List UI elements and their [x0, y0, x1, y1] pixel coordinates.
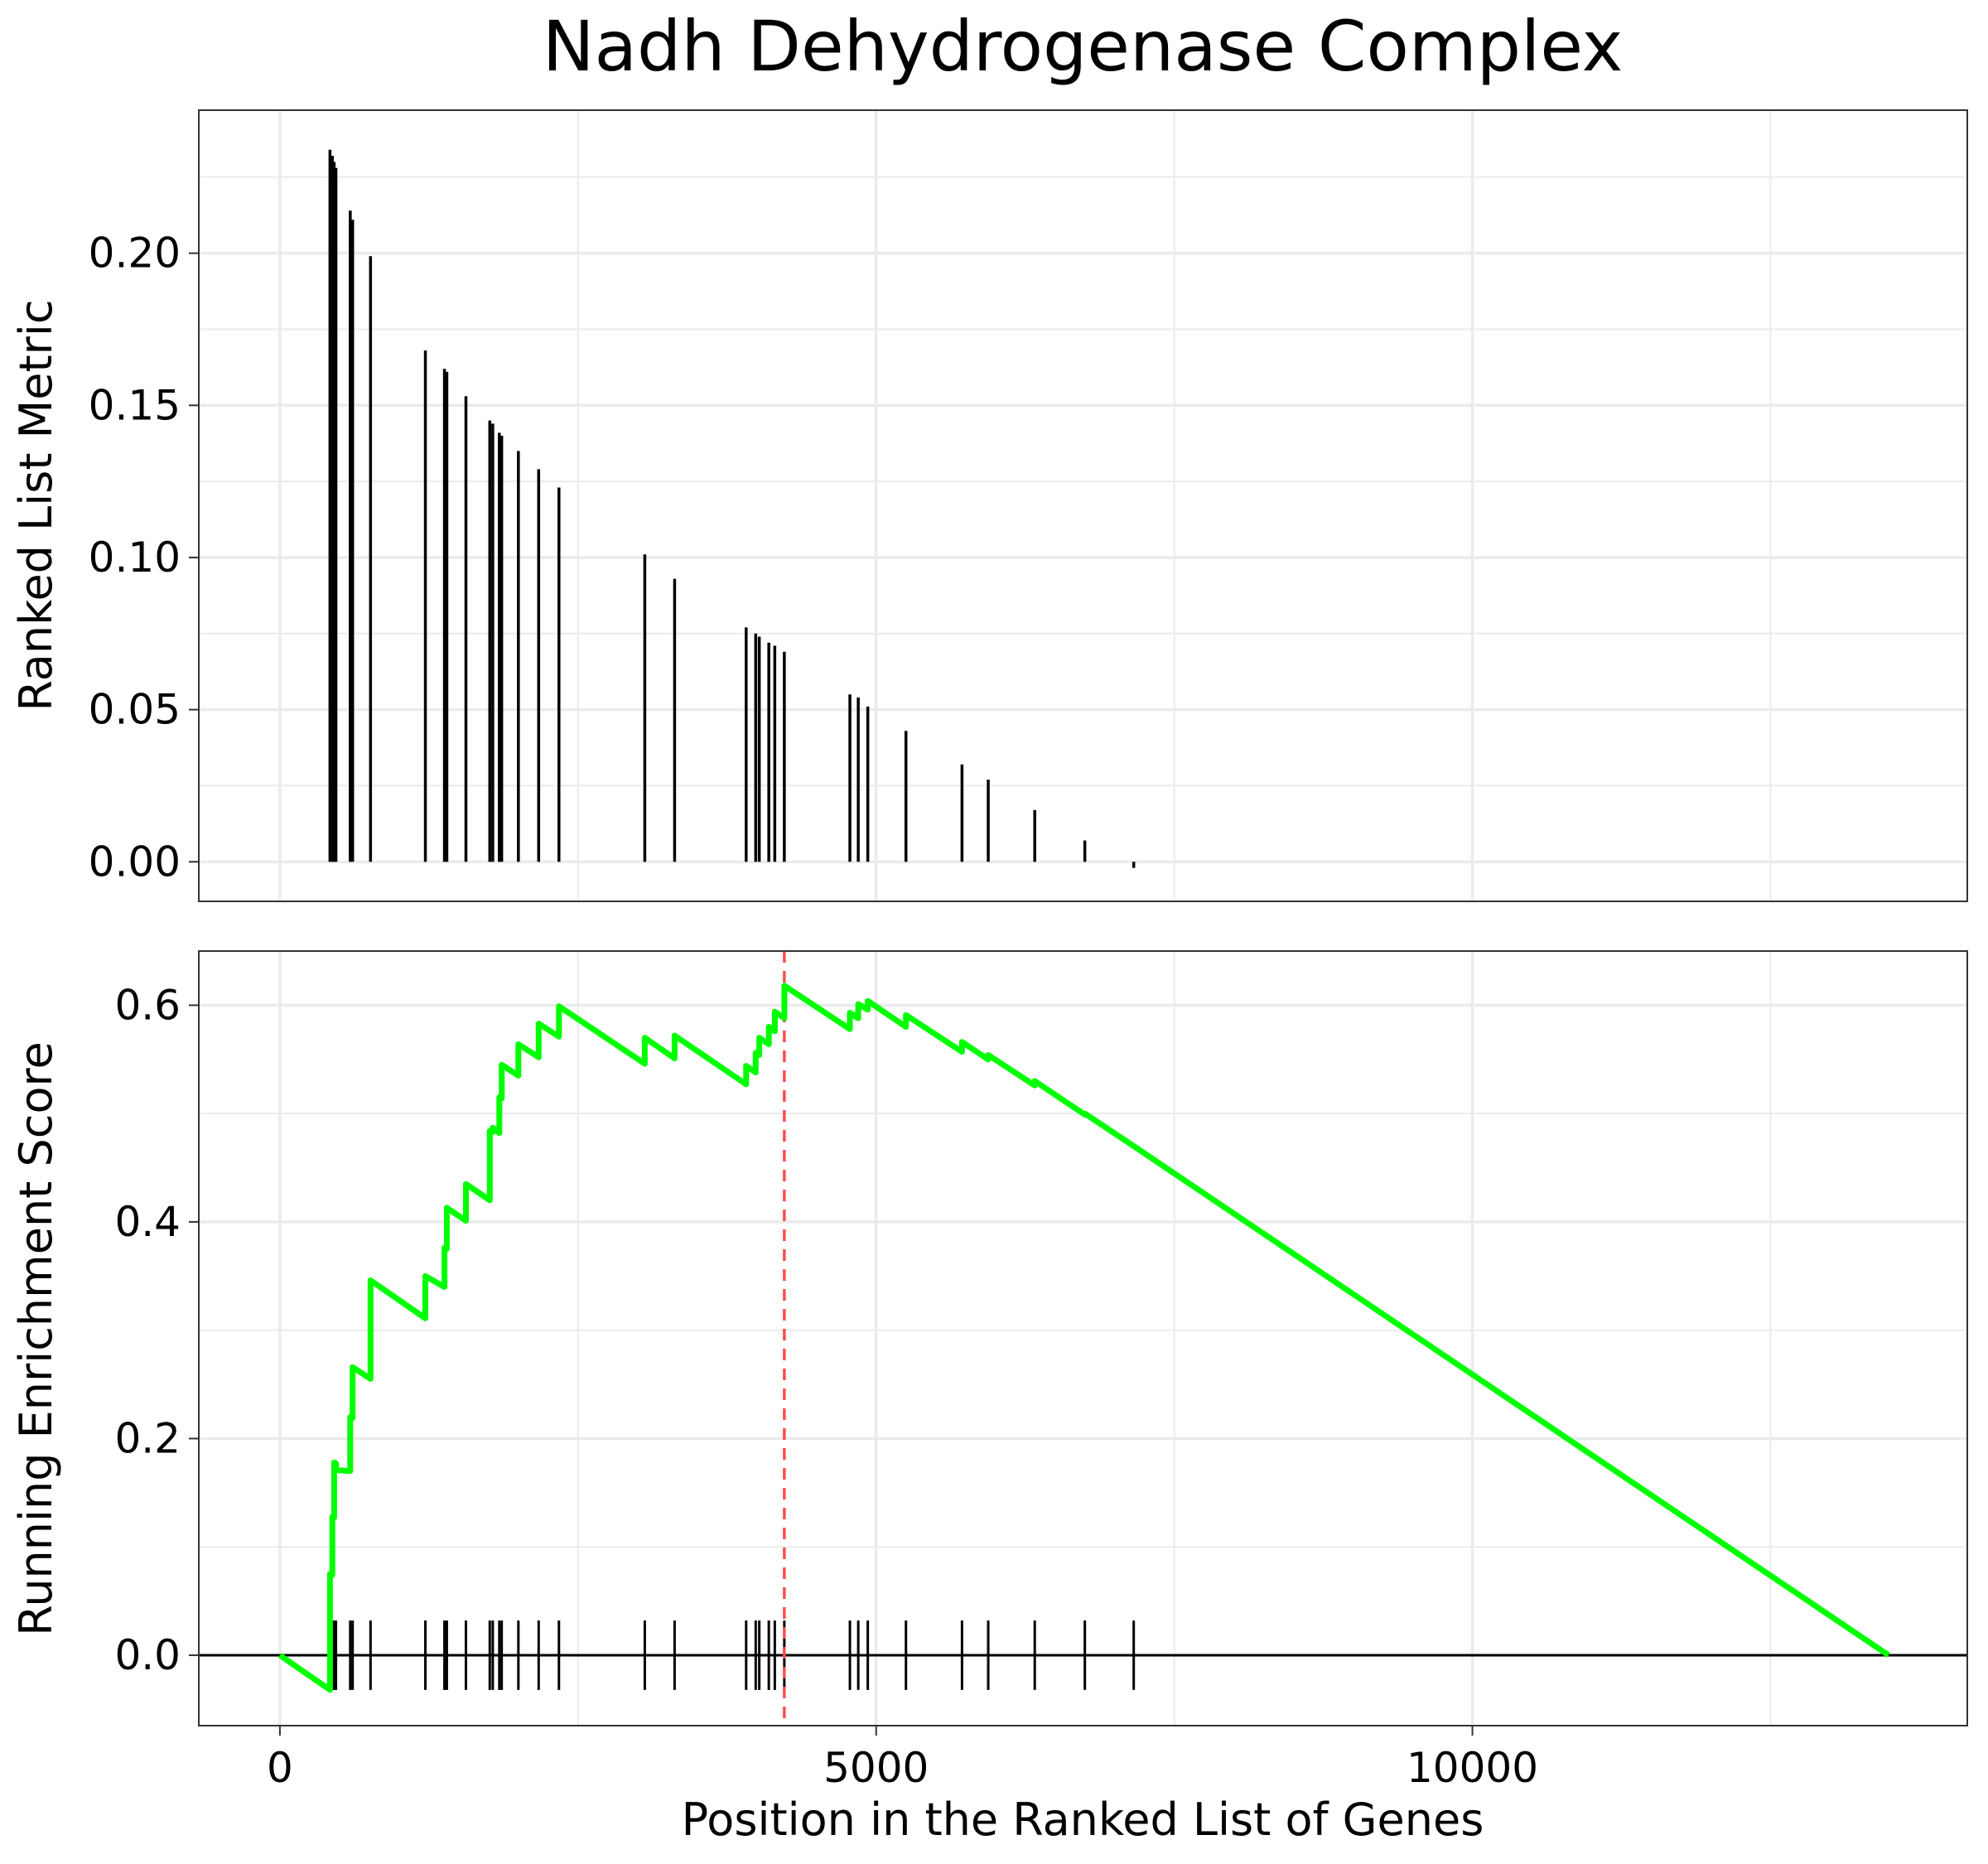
enrichment-panel: 0.0 0.2 0.4 0.6 0 5000 10000 Running Enrichme… — [10, 950, 1968, 1792]
x-tick-label: 5000 — [823, 1744, 929, 1792]
enrichment-gridlines — [199, 951, 1967, 1726]
y-tick-label: 0.05 — [89, 686, 181, 734]
x-axis: 0 5000 10000 — [267, 1726, 1538, 1792]
metric-y-axis-title: Ranked List Metric — [10, 299, 62, 711]
x-axis-title: Position in the Ranked List of Genes — [682, 1794, 1484, 1846]
y-tick-label: 0.2 — [114, 1414, 181, 1462]
enrichment-y-axis: 0.0 0.2 0.4 0.6 — [114, 981, 199, 1679]
enrichment-y-axis-title: Running Enrichment Score — [10, 1041, 62, 1636]
y-tick-label: 0.00 — [89, 838, 181, 886]
metric-panel-frame — [198, 109, 1968, 902]
enrichment-panel-frame — [198, 950, 1968, 1726]
ranked-metric-panel: 0.00 0.05 0.10 0.15 0.20 Ranked List Metric — [10, 109, 1968, 902]
enrichment-panel-background — [199, 951, 1967, 1726]
y-tick-label: 0.0 — [114, 1631, 181, 1679]
x-tick-label: 0 — [267, 1744, 293, 1792]
y-tick-label: 0.20 — [89, 229, 181, 278]
metric-y-axis: 0.00 0.05 0.10 0.15 0.20 — [89, 229, 199, 886]
metric-bars — [328, 149, 1136, 868]
y-tick-label: 0.6 — [114, 981, 181, 1029]
running-score-line — [277, 983, 1890, 1693]
metric-panel-background — [199, 110, 1967, 901]
y-tick-label: 0.15 — [89, 381, 181, 429]
x-tick-label: 10000 — [1407, 1744, 1538, 1792]
chart-title: Nadh Dehydrogenase Complex — [543, 6, 1624, 87]
y-tick-label: 0.10 — [89, 534, 181, 582]
y-tick-label: 0.4 — [114, 1198, 181, 1246]
